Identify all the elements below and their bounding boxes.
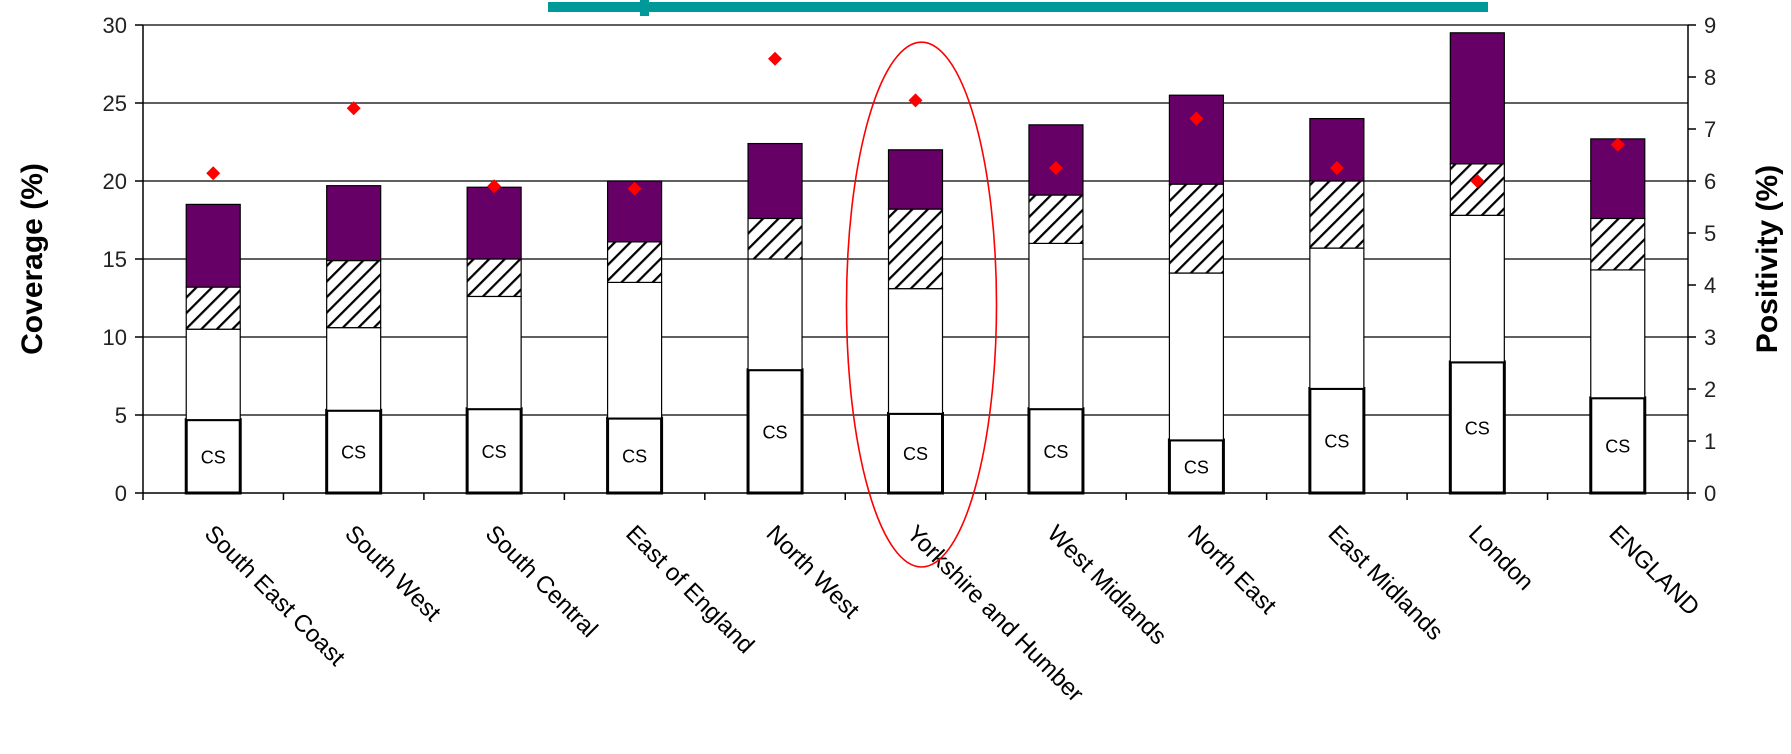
positivity-marker (1048, 161, 1063, 175)
cs-label: CS (1465, 418, 1490, 438)
y-axis-left-title: Coverage (%) (16, 163, 49, 355)
y-left-tick-label: 5 (115, 403, 127, 428)
bar-segment-2 (1590, 269, 1646, 399)
y-left-tick-label: 30 (103, 13, 127, 38)
bar-segment-2 (185, 328, 241, 421)
bar-segment-2 (606, 281, 663, 419)
cs-label: CS (1324, 432, 1349, 452)
bar-segment-3 (747, 217, 803, 260)
y-right-tick-label: 8 (1704, 65, 1716, 90)
y-right-tick-label: 1 (1704, 429, 1716, 454)
category-label: South East Coast (199, 520, 350, 671)
bar-segment-3 (1309, 180, 1365, 249)
bar-segment-2 (326, 327, 382, 411)
category-label: South West (339, 520, 446, 627)
cs-label: CS (1184, 457, 1209, 477)
bar-segment-1 (606, 416, 664, 495)
positivity-markers-layer (206, 51, 1625, 196)
teal-bar-horizontal (548, 2, 1488, 12)
y-right-tick-label: 0 (1704, 481, 1716, 506)
y-right-tick-label: 4 (1704, 273, 1716, 298)
bar-segment-1 (325, 408, 383, 495)
bar-segment-2 (1028, 242, 1084, 410)
bar-segment-2 (466, 295, 522, 410)
bar-segment-2 (1168, 272, 1225, 441)
bar-segment-3 (466, 258, 522, 298)
category-label: West Midlands (1042, 520, 1172, 650)
bar-segment-3 (887, 208, 944, 290)
teal-bar-stub (640, 0, 649, 16)
positivity-marker (1189, 111, 1204, 126)
positivity-marker (768, 51, 783, 66)
bar-segment-4 (1449, 32, 1505, 165)
bars-layer (184, 32, 1647, 495)
y-left-tick-label: 25 (103, 91, 127, 116)
category-label: London (1463, 520, 1539, 596)
y-right-tick-label: 9 (1704, 13, 1716, 38)
cs-label: CS (1043, 442, 1068, 462)
y-left-tick-label: 20 (103, 169, 127, 194)
positivity-marker (908, 93, 923, 108)
y-left-tick-label: 10 (103, 325, 127, 350)
bar-segment-1 (1027, 407, 1085, 495)
cs-label: CS (341, 443, 366, 463)
bar-segment-2 (1309, 247, 1365, 390)
category-label: ENGLAND (1604, 520, 1705, 621)
bar-segment-3 (1168, 183, 1225, 274)
bar-segment-4 (747, 142, 803, 220)
positivity-marker (487, 179, 502, 194)
positivity-marker (1470, 174, 1485, 188)
bar-segment-3 (1028, 194, 1084, 244)
y-right-tick-label: 6 (1704, 169, 1716, 194)
category-label: North East (1182, 520, 1281, 619)
positivity-marker (1610, 137, 1625, 152)
bar-segment-4 (1028, 124, 1084, 196)
cs-label: CS (482, 442, 507, 462)
bar-segment-4 (185, 203, 241, 288)
bar-segment-4 (887, 149, 944, 210)
bar-segment-2 (747, 258, 803, 371)
positivity-marker (627, 181, 642, 196)
y-right-tick-label: 3 (1704, 325, 1716, 350)
positivity-marker (1329, 161, 1344, 175)
bar-segment-2 (887, 288, 944, 415)
cs-label: CS (763, 422, 788, 442)
bar-segment-3 (1590, 217, 1646, 271)
positivity-marker (206, 166, 221, 181)
y-right-tick-label: 2 (1704, 377, 1716, 402)
y-right-tick-label: 5 (1704, 221, 1716, 246)
positivity-marker (346, 101, 361, 116)
category-label: East Midlands (1323, 520, 1449, 646)
bar-segment-3 (185, 286, 241, 330)
category-label: North West (761, 520, 865, 624)
highlight-ellipse (845, 41, 998, 568)
cs-label: CS (201, 447, 226, 467)
y-right-tick-label: 7 (1704, 117, 1716, 142)
bar-segment-4 (326, 185, 382, 262)
axes-layer (135, 24, 1696, 500)
y-left-tick-label: 15 (103, 247, 127, 272)
cs-label: CS (622, 447, 647, 467)
category-label: South Central (480, 520, 603, 643)
bar-segment-1 (887, 411, 944, 495)
bar-segment-2 (1449, 214, 1505, 363)
bar-segment-1 (1448, 360, 1506, 495)
bar-segment-4 (1168, 94, 1225, 185)
cs-label: CS (1605, 436, 1630, 456)
bar-segment-3 (326, 259, 382, 329)
y-axis-right-title: Positivity (%) (1751, 165, 1784, 353)
cs-label: CS (903, 444, 928, 464)
highlight-layer (845, 41, 998, 568)
bar-segment-4 (466, 186, 522, 260)
bar-segment-4 (1590, 138, 1646, 220)
bar-segment-3 (606, 241, 663, 283)
y-left-tick-label: 0 (115, 481, 127, 506)
teal-title-bar (548, 0, 1488, 16)
category-label: East of England (620, 520, 759, 659)
bar-segment-3 (1449, 163, 1505, 216)
